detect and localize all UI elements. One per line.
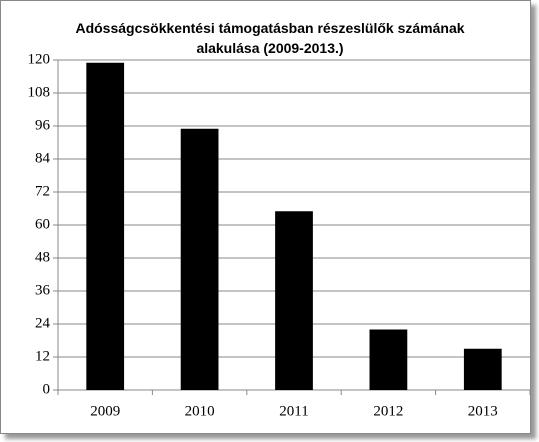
- y-tick-label: 96: [35, 117, 51, 133]
- x-tick-label: 2013: [468, 403, 498, 419]
- x-tick-label: 2009: [90, 403, 120, 419]
- bar: [463, 348, 502, 390]
- x-tick-label: 2010: [185, 403, 215, 419]
- bar: [180, 128, 219, 390]
- bar: [369, 329, 408, 390]
- chart-title: Adósságcsökkentési támogatásban részeslü…: [75, 20, 465, 56]
- bar: [275, 211, 313, 390]
- y-tick-label: 48: [35, 249, 50, 265]
- x-tick-label: 2011: [279, 403, 308, 419]
- y-tick-label: 84: [35, 150, 51, 166]
- y-tick-label: 24: [35, 315, 51, 331]
- y-tick-label: 108: [28, 84, 51, 100]
- y-tick-label: 60: [35, 216, 50, 232]
- y-tick-label: 36: [35, 282, 51, 298]
- bar: [86, 62, 125, 390]
- y-tick-label: 72: [35, 183, 50, 199]
- x-tick-label: 2012: [373, 403, 403, 419]
- y-tick-label: 12: [35, 348, 50, 364]
- y-tick-label: 0: [43, 381, 51, 397]
- y-tick-label: 120: [28, 51, 51, 67]
